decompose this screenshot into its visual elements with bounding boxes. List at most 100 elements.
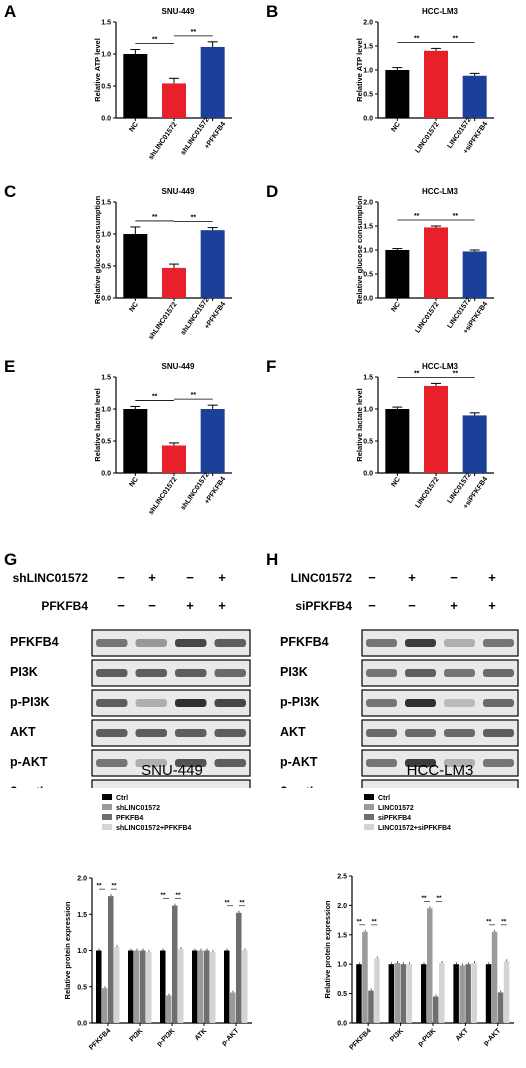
condition-sign: − (117, 598, 125, 613)
blot-band (96, 639, 128, 647)
x-tick-label: LINC01572 (414, 476, 440, 509)
y-tick-label: 1.5 (363, 375, 373, 382)
y-tick-label: 0.0 (101, 471, 111, 478)
protein-quant-chart: Ctrl shLINC01572 PFKFB4 shLINC01572+PFKFB4 R… (63, 794, 252, 1052)
x-tick-label: PI3K (128, 1027, 144, 1043)
bar (388, 964, 395, 1023)
blot-band (366, 729, 397, 737)
protein-label: p-AKT (280, 755, 318, 769)
blot-band (444, 699, 475, 707)
legend-swatch (364, 794, 374, 800)
blot-band (405, 699, 436, 707)
panel-letter: F (266, 357, 277, 376)
protein-label: PI3K (10, 665, 38, 679)
significance-label: ** (152, 37, 158, 44)
x-tick-label: NC (128, 301, 140, 313)
bar (374, 958, 380, 1023)
y-tick-label: 0.5 (101, 439, 111, 446)
x-tick-label: PFKFB4 (88, 1027, 112, 1051)
blot-band (405, 759, 436, 767)
condition-sign: − (148, 598, 156, 613)
significance-label: ** (152, 214, 158, 221)
bar (166, 995, 172, 1023)
bar (200, 230, 225, 298)
condition-sign: + (218, 598, 226, 613)
bar (123, 409, 148, 473)
chart-title: SNU-449 (162, 187, 195, 196)
blot-band (444, 759, 475, 767)
bar (123, 54, 148, 118)
significance-label: ** (239, 899, 245, 906)
legend-swatch (364, 804, 374, 810)
blot-band (405, 639, 436, 647)
blot-band (366, 639, 397, 647)
legend-entry: shLINC01572+PFKFB4 (116, 825, 191, 832)
significance-label: ** (175, 892, 181, 899)
bar (400, 964, 407, 1023)
bar (210, 951, 216, 1023)
condition-sign: + (186, 598, 194, 613)
y-tick-label: 2.5 (337, 874, 347, 881)
significance-label: ** (414, 35, 420, 42)
bar (96, 950, 102, 1023)
bar (368, 990, 374, 1023)
bar (424, 385, 448, 473)
x-tick-label: ATK (194, 1027, 209, 1042)
bar-chart-C: SNU-449 Relative glucose consumption 0.0 0.… (93, 187, 232, 341)
x-tick-label: shLINC01572 (180, 296, 211, 336)
legend-entry: PFKFB4 (116, 815, 143, 822)
legend-swatch (102, 794, 112, 800)
x-tick-label: NC (390, 476, 402, 488)
blot-band (405, 729, 436, 737)
blot-band (135, 699, 167, 707)
condition-sign: − (117, 570, 125, 585)
y-tick-label: 1.5 (101, 375, 111, 382)
y-tick-label: 1.0 (363, 407, 373, 414)
cell-line-title: HCC-LM3 (406, 762, 474, 779)
y-tick-label: 0.5 (77, 984, 87, 991)
bar (465, 964, 471, 1023)
panel-letter: A (4, 2, 17, 21)
legend-swatch (102, 814, 112, 820)
y-tick-label: 1.5 (363, 224, 373, 231)
legend-swatch (102, 804, 112, 810)
y-tick-label: 2.0 (77, 876, 87, 883)
y-tick-label: 0.0 (363, 296, 373, 303)
bar (123, 234, 148, 298)
bar-chart-B: HCC-LM3 Relative ATP level 0.0 0.5 1.0 1.5 2.0… (355, 7, 494, 155)
legend-entry: Ctrl (116, 795, 128, 802)
y-tick-label: 1.5 (337, 932, 347, 939)
bar (453, 964, 459, 1023)
significance-label: ** (224, 899, 230, 906)
bar-chart-A: SNU-449 Relative ATP level 0.0 0.5 1.0 1.5 NC s… (93, 7, 232, 161)
bar (462, 75, 487, 118)
blot-band (405, 669, 436, 677)
blot-band (483, 699, 514, 707)
bar-chart-F: HCC-LM3 Relative lactate level 0.0 0.5 1.0 1.… (355, 362, 494, 510)
x-tick-label: p-AKT (482, 1027, 502, 1047)
y-tick-label: 0.0 (101, 116, 111, 123)
y-tick-label: 0.5 (101, 84, 111, 91)
bar (200, 409, 225, 473)
y-tick-label: 2.0 (363, 20, 373, 27)
bar (385, 70, 410, 118)
bar (146, 951, 152, 1023)
y-tick-label: 1.5 (77, 912, 87, 919)
condition-sign: + (488, 570, 496, 585)
y-tick-label: 0.0 (363, 116, 373, 123)
y-axis-label: Relative ATP level (93, 38, 102, 102)
blot-band (96, 759, 128, 767)
chart-title: SNU-449 (162, 7, 195, 16)
significance-label: ** (486, 918, 492, 925)
y-axis-label: Relative glucose consumption (93, 195, 102, 304)
significance-label: ** (453, 213, 459, 220)
blot-band (444, 639, 475, 647)
bar (356, 964, 362, 1023)
condition-sign: + (488, 598, 496, 613)
blot-band (214, 729, 246, 737)
bar (134, 950, 140, 1023)
y-tick-label: 0.0 (337, 1021, 347, 1028)
bar (160, 950, 166, 1023)
chart-title: HCC-LM3 (422, 362, 459, 371)
bar (491, 931, 498, 1023)
